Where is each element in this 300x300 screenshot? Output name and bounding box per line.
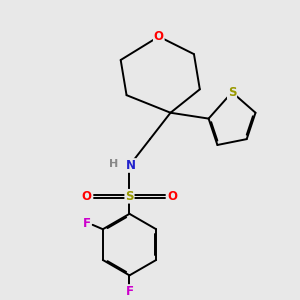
- Text: S: S: [228, 86, 236, 99]
- Text: F: F: [83, 218, 91, 230]
- Text: O: O: [168, 190, 178, 203]
- Text: N: N: [126, 159, 136, 172]
- Text: S: S: [125, 190, 134, 203]
- Text: H: H: [109, 159, 118, 169]
- Text: O: O: [154, 30, 164, 43]
- Text: O: O: [81, 190, 92, 203]
- Text: F: F: [125, 285, 134, 298]
